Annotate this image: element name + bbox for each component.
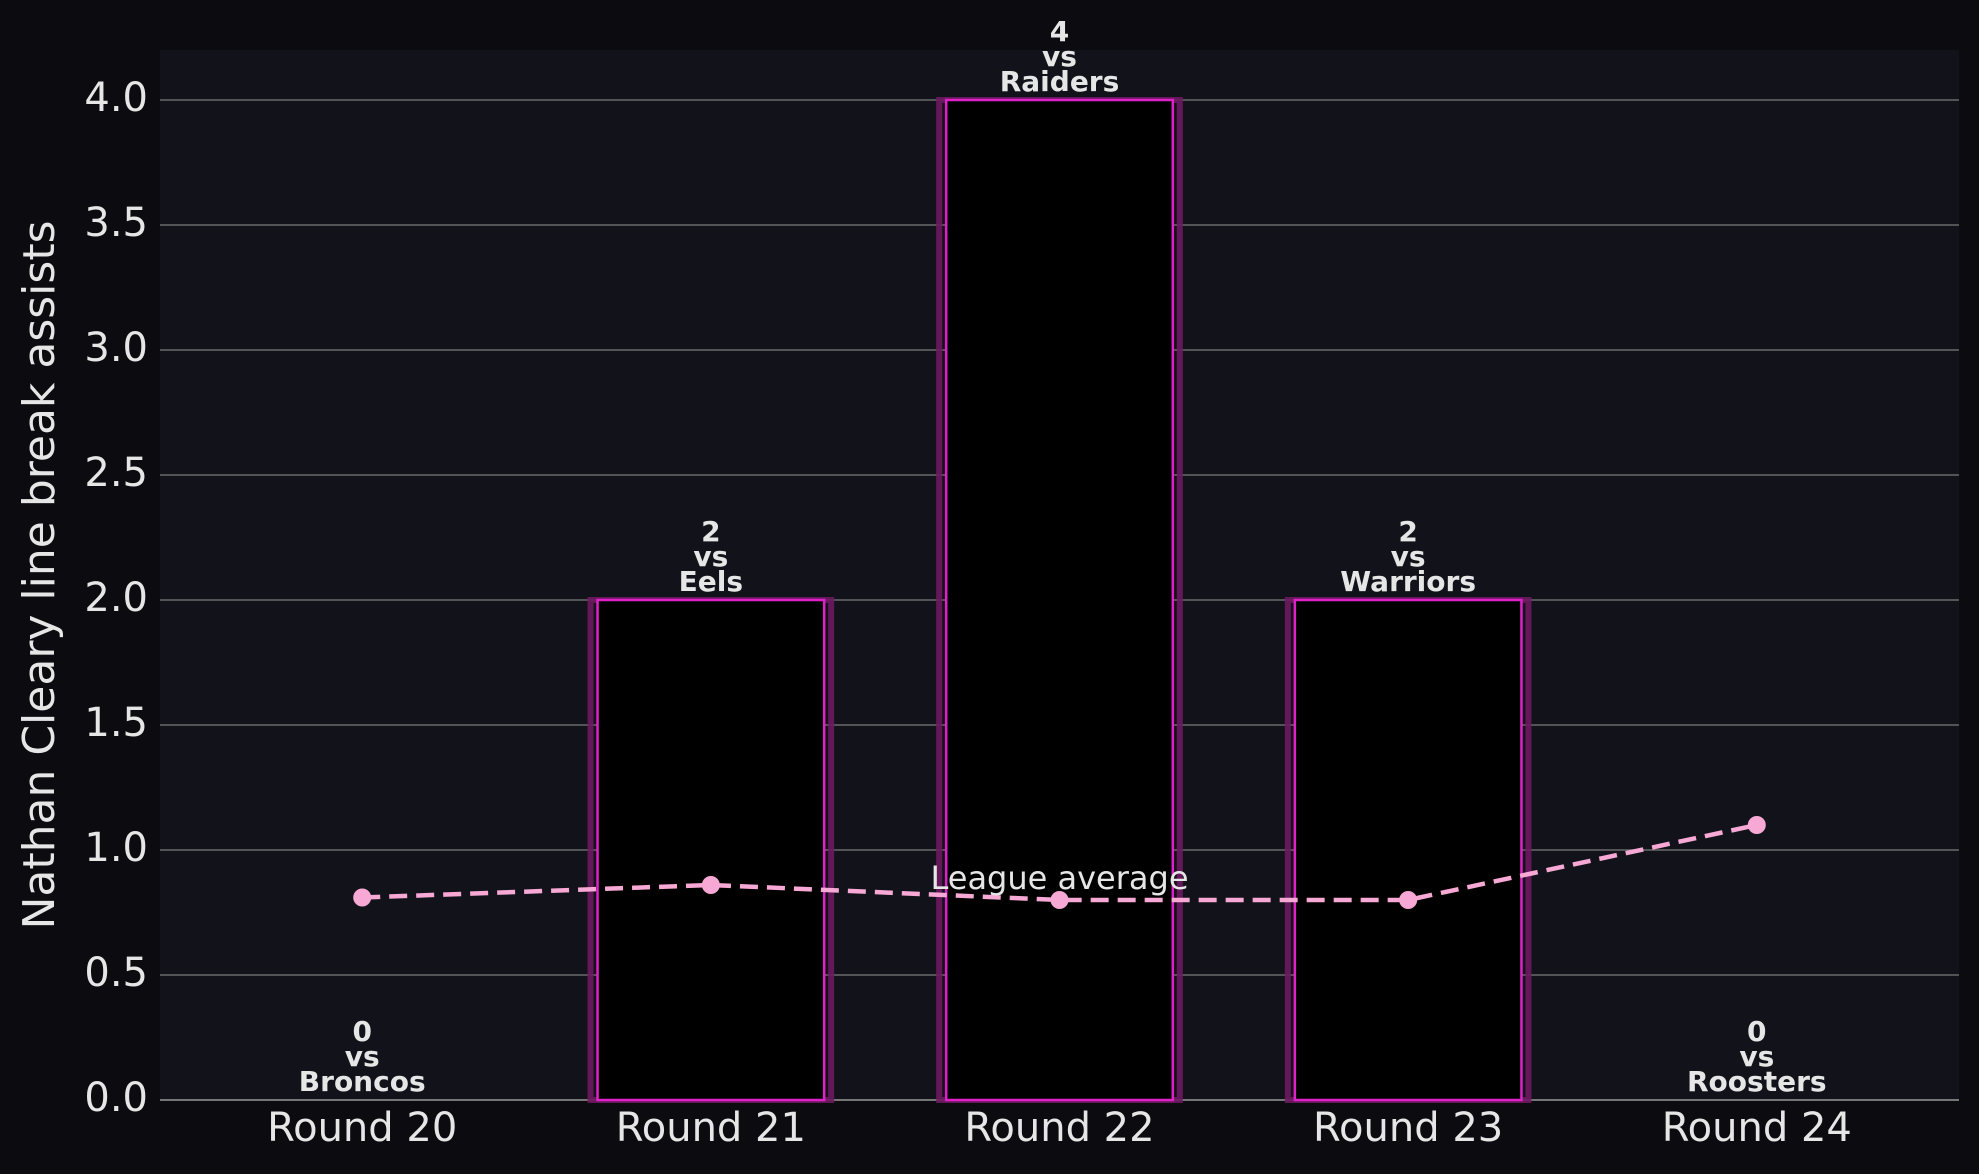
x-tick-label: Round 23 [1313, 1105, 1503, 1151]
data-label-vs: vs [345, 1040, 380, 1073]
y-tick-label: 2.5 [84, 450, 148, 496]
data-label-vs: vs [1042, 40, 1077, 73]
y-tick-label: 0.5 [84, 950, 148, 996]
x-tick-label: Round 20 [267, 1105, 457, 1151]
data-label: 2 [1398, 515, 1417, 548]
data-label-vs: vs [1739, 1040, 1774, 1073]
bar [944, 98, 1175, 1102]
y-axis-label: Nathan Cleary line break assists [14, 220, 65, 929]
data-label: 0 [352, 1015, 371, 1048]
bar [596, 598, 826, 1102]
x-tick-label: Round 24 [1662, 1105, 1852, 1151]
average-point [1399, 891, 1418, 909]
data-label-opponent: Raiders [1000, 65, 1120, 98]
average-point [353, 888, 372, 907]
data-label-opponent: Eels [679, 565, 743, 598]
y-tick-label: 0.0 [84, 1075, 148, 1121]
average-label: League average [930, 859, 1188, 897]
data-label-opponent: Warriors [1340, 565, 1476, 598]
average-line [362, 822, 1758, 903]
data-label-vs: vs [693, 540, 728, 573]
data-label-opponent: Roosters [1687, 1065, 1827, 1098]
y-tick-label: 2.0 [84, 575, 148, 621]
y-tick-label: 4.0 [84, 75, 148, 121]
y-tick-label: 3.0 [84, 325, 148, 371]
data-label-vs: vs [1391, 540, 1426, 573]
bar [1293, 598, 1523, 1102]
average-point [1747, 816, 1766, 834]
average-point [701, 876, 720, 894]
data-label: 0 [1747, 1015, 1766, 1048]
data-label-opponent: Broncos [299, 1065, 426, 1098]
data-label: 2 [701, 515, 720, 548]
average-point [1050, 891, 1069, 909]
data-label: 4 [1050, 15, 1069, 48]
y-tick-label: 1.5 [84, 700, 148, 746]
y-tick-label: 3.5 [84, 200, 148, 246]
x-tick-label: Round 22 [964, 1105, 1154, 1151]
y-tick-label: 1.0 [84, 825, 148, 871]
x-tick-label: Round 21 [616, 1105, 806, 1151]
